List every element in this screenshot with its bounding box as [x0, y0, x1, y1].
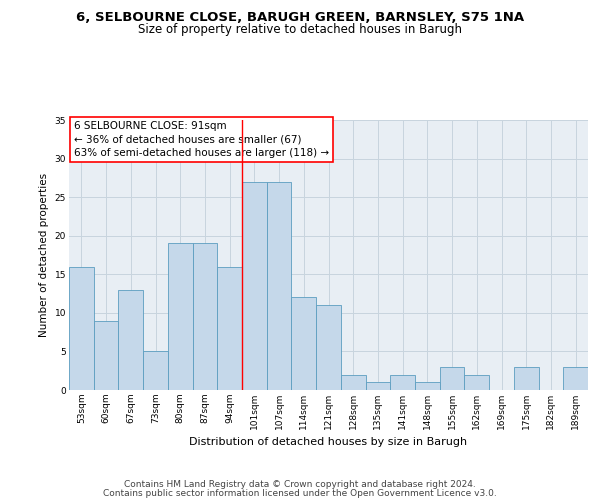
- Text: 6, SELBOURNE CLOSE, BARUGH GREEN, BARNSLEY, S75 1NA: 6, SELBOURNE CLOSE, BARUGH GREEN, BARNSL…: [76, 11, 524, 24]
- Bar: [69, 266, 94, 390]
- Text: 6 SELBOURNE CLOSE: 91sqm
← 36% of detached houses are smaller (67)
63% of semi-d: 6 SELBOURNE CLOSE: 91sqm ← 36% of detach…: [74, 122, 329, 158]
- Bar: [316, 305, 341, 390]
- Bar: [415, 382, 440, 390]
- Bar: [514, 367, 539, 390]
- Bar: [193, 244, 217, 390]
- Bar: [440, 367, 464, 390]
- Bar: [292, 298, 316, 390]
- Bar: [267, 182, 292, 390]
- Text: Size of property relative to detached houses in Barugh: Size of property relative to detached ho…: [138, 22, 462, 36]
- Bar: [168, 244, 193, 390]
- Bar: [118, 290, 143, 390]
- Y-axis label: Number of detached properties: Number of detached properties: [39, 173, 49, 337]
- Bar: [217, 266, 242, 390]
- Bar: [143, 352, 168, 390]
- Bar: [563, 367, 588, 390]
- Text: Contains HM Land Registry data © Crown copyright and database right 2024.: Contains HM Land Registry data © Crown c…: [124, 480, 476, 489]
- Bar: [390, 374, 415, 390]
- Bar: [365, 382, 390, 390]
- Text: Contains public sector information licensed under the Open Government Licence v3: Contains public sector information licen…: [103, 489, 497, 498]
- Bar: [94, 320, 118, 390]
- Bar: [464, 374, 489, 390]
- Bar: [341, 374, 365, 390]
- Bar: [242, 182, 267, 390]
- X-axis label: Distribution of detached houses by size in Barugh: Distribution of detached houses by size …: [190, 438, 467, 448]
